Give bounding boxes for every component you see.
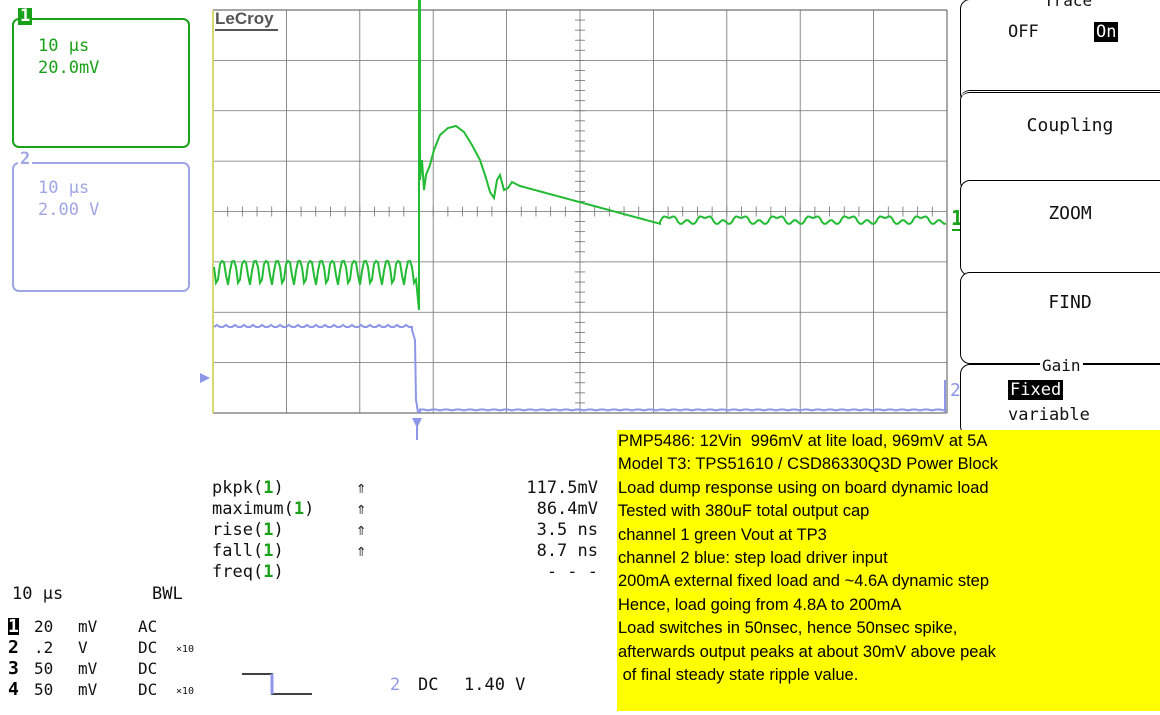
note-line: afterwards output peaks at about 30mV ab… (618, 642, 996, 661)
measurement-value: - - - (546, 562, 598, 582)
find-label: FIND (1048, 292, 1092, 313)
zoom-button[interactable] (960, 180, 1160, 276)
measurement-arrow: ⇑ (356, 541, 367, 561)
gain-fixed-option[interactable]: Fixed (1008, 380, 1064, 400)
ch2-ground-marker (200, 373, 210, 383)
channel-1-number: 1 (8, 616, 19, 637)
ch2-level-marker: 2 (950, 380, 961, 401)
channel-4-coupling: DC (138, 680, 158, 699)
trace-channel-2 (213, 323, 945, 413)
channel-2-badge: 2 (18, 149, 33, 169)
measurement-arrow: ⇑ (356, 499, 367, 519)
scope-display[interactable]: LeCroy 1 2 (195, 0, 965, 450)
note-line: Tested with 380uF total output cap (618, 502, 870, 521)
channel-3-volts: 50 (34, 659, 54, 678)
trace-menu-title: Trace (1042, 0, 1095, 10)
channel-1-badge: 1 (18, 6, 33, 26)
channel-1-volts: 20 (34, 617, 54, 636)
channel-2-box[interactable] (12, 162, 190, 292)
trigger-channel: 2 (390, 675, 401, 695)
coupling-label: Coupling (1026, 115, 1114, 136)
channel-2-scale: 2.00 V (38, 200, 100, 220)
note-line: channel 1 green Vout at TP3 (618, 525, 827, 544)
channel-4-volts: 50 (34, 680, 54, 699)
annotation-note: PMP5486: 12Vin 996mV at lite load, 969mV… (617, 430, 1160, 711)
measurement-value: 8.7 ns (536, 541, 598, 561)
channel-2-unit: V (78, 638, 88, 657)
find-button[interactable] (960, 272, 1160, 364)
trace-on-option[interactable]: On (1094, 22, 1119, 42)
measurement-value: 86.4mV (536, 499, 598, 519)
trace-menu[interactable] (960, 0, 1160, 104)
measurement-pkpk: pkpk(1) (212, 478, 284, 498)
channel-1-timebase: 10 µs (38, 36, 90, 56)
trace-off-option[interactable]: OFF (1008, 22, 1039, 42)
brand-logo: LeCroy (215, 9, 274, 28)
trigger-level: 1.40 V (464, 675, 526, 695)
trace-channel-1 (213, 0, 946, 311)
note-line: Hence, load going from 4.8A to 200mA (618, 595, 902, 614)
channel-1-box[interactable] (12, 18, 190, 148)
note-line: of final steady state ripple value. (618, 666, 859, 685)
trigger-position-marker (412, 418, 422, 428)
note-line: Load switches in 50nsec, hence 50nsec sp… (618, 619, 958, 638)
scope-grid (212, 9, 948, 414)
measurement-value: 3.5 ns (536, 520, 598, 540)
measurement-fall: fall(1) (212, 541, 284, 561)
channel-2-coupling: DC (138, 638, 158, 657)
measurement-arrow: ⇑ (356, 478, 367, 498)
measurement-maximum: maximum(1) (212, 499, 315, 519)
note-line: Load dump response using on board dynami… (618, 478, 989, 497)
note-line: Model T3: TPS51610 / CSD86330Q3D Power B… (618, 455, 999, 474)
note-line: PMP5486: 12Vin 996mV at lite load, 969mV… (618, 432, 988, 450)
channel-2-number: 2 (8, 637, 19, 658)
channel-4-number: 4 (8, 679, 19, 700)
measurement-rise: rise(1) (212, 520, 284, 540)
channel-4-unit: mV (78, 680, 98, 699)
channel-1-coupling: AC (138, 617, 158, 636)
channel-2-probe: ×10 (176, 644, 195, 655)
note-line: channel 2 blue: step load driver input (618, 549, 888, 568)
note-line: 200mA external fixed load and ~4.6A dyna… (618, 572, 990, 591)
channel-1-unit: mV (78, 617, 98, 636)
channel-1-scale: 20.0mV (38, 58, 100, 78)
gain-menu-title: Gain (1040, 356, 1083, 375)
channel-3-number: 3 (8, 658, 19, 679)
coupling-button[interactable] (960, 90, 1160, 192)
zoom-label: ZOOM (1048, 203, 1092, 224)
measurement-freq: freq(1) (212, 562, 284, 582)
footer-timebase: 10 µs (12, 584, 64, 604)
channel-2-timebase: 10 µs (38, 178, 90, 198)
channel-2-volts: .2 (34, 638, 54, 657)
measurement-value: 117.5mV (526, 478, 598, 498)
measurement-arrow: ⇑ (356, 520, 367, 540)
trigger-coupling: DC (418, 675, 439, 695)
channel-3-coupling: DC (138, 659, 158, 678)
channel-4-probe: ×10 (176, 686, 195, 697)
footer-bwl: BWL (152, 584, 183, 604)
gain-variable-option[interactable]: variable (1008, 405, 1090, 425)
channel-3-unit: mV (78, 659, 98, 678)
trigger-slope-icon (242, 673, 312, 695)
